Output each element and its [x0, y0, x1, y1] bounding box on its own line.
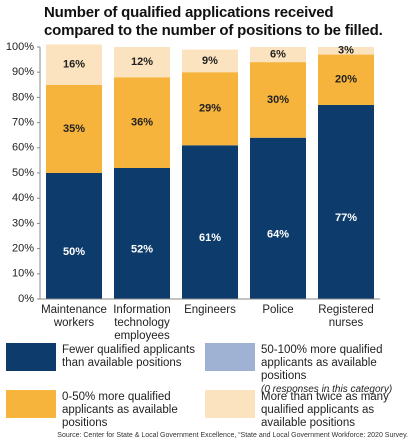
bar-segment — [250, 47, 306, 63]
bar-segment — [182, 72, 238, 146]
data-label: 36% — [131, 117, 153, 129]
bar-segment — [250, 62, 306, 138]
y-tick-label: 80% — [12, 91, 34, 103]
data-label: 9% — [202, 55, 218, 67]
legend-note: (0 responses in this category) — [261, 384, 393, 395]
legend-label: More than twice as many qualified applic… — [261, 391, 403, 430]
y-tick-label: 0% — [18, 293, 34, 305]
bar-segment — [182, 49, 238, 73]
legend-label: 0-50% more qualified applicants as avail… — [62, 391, 204, 430]
y-tick-label: 10% — [12, 268, 34, 280]
bar-segment — [46, 173, 102, 299]
y-tick-label: 30% — [12, 217, 34, 229]
legend-text: Fewer qualified applicants than availabl… — [62, 344, 195, 369]
data-label: 20% — [335, 74, 357, 86]
bar-segment — [114, 167, 170, 299]
data-label: 6% — [270, 48, 286, 60]
x-tick-label: Registered nurses — [318, 304, 374, 329]
bar-segment — [250, 137, 306, 299]
data-label: 12% — [131, 56, 153, 68]
bar-segment — [46, 44, 102, 85]
data-label: 77% — [335, 212, 357, 224]
legend-swatch — [6, 343, 56, 371]
data-label: 61% — [199, 232, 221, 244]
chart-title: Number of qualified applications receive… — [44, 4, 383, 39]
bar-segment — [114, 47, 170, 78]
legend-label: 50-100% more qualified applicants as ava… — [261, 344, 403, 396]
bar-segment — [46, 84, 102, 173]
y-tick-label: 20% — [12, 243, 34, 255]
x-tick-label: Police — [262, 304, 294, 316]
data-label: 64% — [267, 228, 289, 240]
x-tick-label: Engineers — [184, 304, 236, 316]
bar-segment — [318, 47, 374, 55]
data-label: 30% — [267, 94, 289, 106]
legend-label: Fewer qualified applicants than availabl… — [62, 344, 204, 370]
bar-segment — [182, 145, 238, 299]
source: Source: Center for State & Local Governm… — [57, 432, 408, 439]
data-label: 3% — [338, 45, 354, 57]
legend-swatch — [6, 390, 56, 418]
y-tick-label: 60% — [12, 142, 34, 154]
data-label: 16% — [63, 59, 85, 71]
data-label: 29% — [199, 103, 221, 115]
x-tick-label: Maintenance workers — [41, 304, 107, 329]
y-tick-label: 90% — [12, 66, 34, 78]
legend-text: More than twice as many qualified applic… — [261, 391, 389, 429]
y-tick-label: 100% — [6, 41, 34, 53]
y-tick-label: 70% — [12, 117, 34, 129]
legend-text: 0-50% more qualified applicants as avail… — [62, 391, 178, 429]
data-label: 50% — [63, 246, 85, 258]
y-tick-label: 50% — [12, 167, 34, 179]
data-label: 52% — [131, 243, 153, 255]
legend-text: 50-100% more qualified applicants as ava… — [261, 344, 383, 382]
legend-swatch — [205, 390, 255, 418]
data-label: 35% — [63, 123, 85, 135]
bar-segment — [318, 54, 374, 105]
y-tick-label: 40% — [12, 192, 34, 204]
bar-segment — [114, 77, 170, 168]
bar-segment — [318, 104, 374, 300]
x-tick-label: Information technology employees — [113, 304, 171, 342]
legend-swatch — [205, 343, 255, 371]
